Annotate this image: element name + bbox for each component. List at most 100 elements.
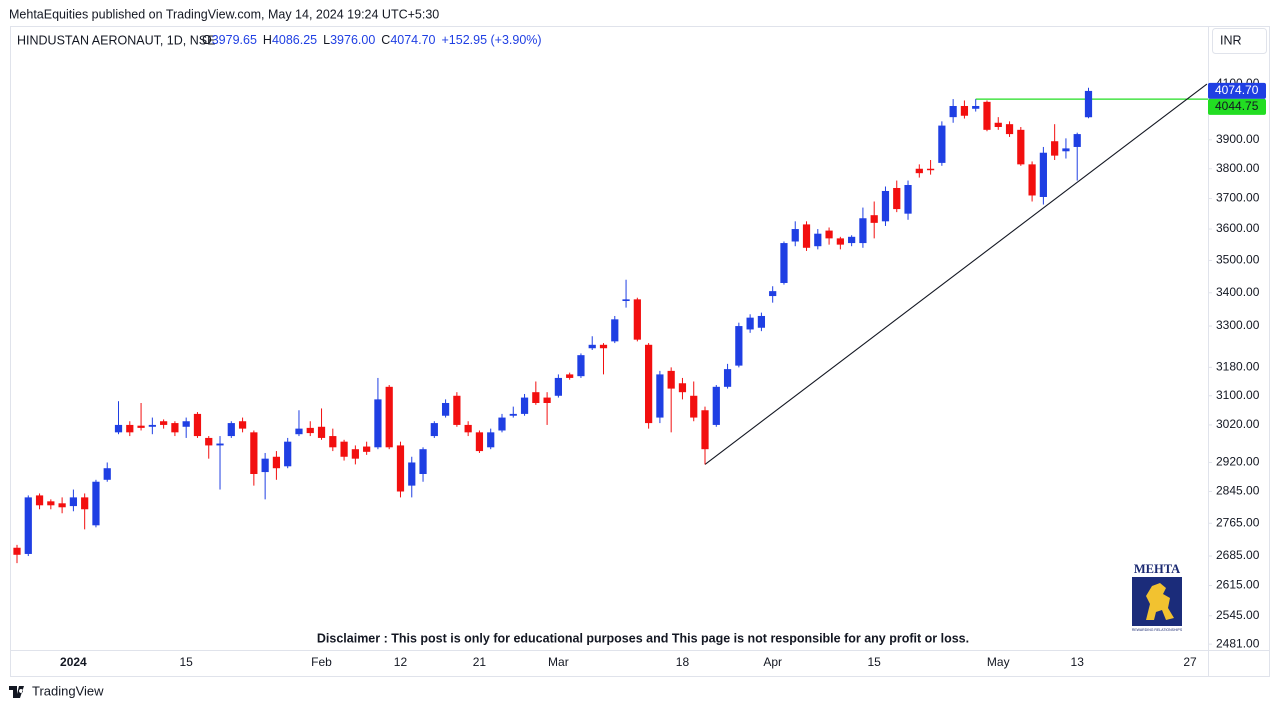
legend-key: O [202,33,212,47]
y-tick-label: 3300.00 [1216,318,1260,332]
candle-body [340,441,348,457]
last-price-tag [1208,82,1266,99]
currency-label: INR [1220,33,1242,47]
candle-body [972,105,980,109]
candle-body [881,190,890,222]
candle-body [35,495,44,506]
candle-body [848,236,856,244]
candle-body [374,399,382,448]
legend-value: 4086.25 [272,33,317,47]
y-tick-label: 2481.00 [1216,636,1260,650]
y-tick-label: 3500.00 [1216,253,1260,267]
candle-body [983,101,991,130]
y-tick-label: 3800.00 [1216,161,1260,175]
candle-body [385,386,393,448]
x-tick-label: Feb [311,655,332,669]
x-tick-label: 2024 [60,655,87,669]
last-price-label: 4074.70 [1215,83,1259,97]
chart-frame [10,26,1270,677]
y-tick-label: 2845.00 [1216,484,1260,498]
footer: TradingView [9,683,104,698]
legend-key: L [323,33,330,47]
candle-body [802,224,811,248]
tv-logo [9,686,24,698]
legend-change: +152.95 (+3.90%) [442,33,542,47]
candle-body [520,397,529,414]
candle-body [1062,148,1070,152]
candle-body [306,427,314,434]
candle-body [949,105,957,118]
legend-value: 3976.00 [330,33,375,47]
candle-body [577,355,585,377]
candle-body [193,413,202,437]
candle-body [13,547,21,555]
candle-body [645,344,653,424]
candle-body [103,468,111,480]
level-label: 4044.75 [1215,99,1259,113]
y-tick-label: 2920.00 [1216,455,1260,469]
candle-body [137,425,145,428]
candle-body [205,437,213,446]
candle-body [160,421,168,425]
candle-body [261,458,269,473]
candle-body [656,374,664,418]
candle-body [870,215,878,223]
candle-body [599,344,608,349]
candle-body [960,105,969,116]
x-tick-label: 13 [1071,655,1085,669]
x-tick-label: 27 [1183,655,1197,669]
candle-body [284,441,292,467]
candle-body [1005,124,1014,135]
trendline [704,83,1208,465]
candle-body [148,424,156,427]
candle-body [566,374,574,378]
x-tick-label: 15 [868,655,882,669]
level-tag [1208,98,1266,115]
candle-body [667,370,675,389]
candle-body [475,432,484,452]
currency-button[interactable] [1212,28,1267,54]
candle-body [633,299,641,340]
candle-body [295,428,303,435]
candle-body [58,503,66,508]
ohlc-legend: O3979.65 H4086.25 L3976.00 C4074.70 +152.95 … [202,33,542,47]
x-tick-label: 18 [676,655,690,669]
candle-body [994,122,1002,127]
logo-tagline: REWARDING RELATIONSHIPS [1132,628,1183,632]
candle-body [487,432,495,448]
candle-body [723,369,732,387]
candle-body [915,168,923,174]
candle-body [171,423,179,433]
candle-body [47,501,55,506]
symbol-title: HINDUSTAN AERONAUT, 1D, NSE [17,33,215,47]
candle-body [554,377,562,396]
x-tick-label: 12 [394,655,408,669]
y-tick-label: 2765.00 [1216,515,1260,529]
y-tick-label: 3400.00 [1216,285,1260,299]
candle-body [81,497,89,510]
candle-body [690,395,698,418]
candle-body [126,424,134,433]
logo-name: MEHTA [1134,562,1180,576]
candle-body [735,326,743,366]
candle-body [363,446,371,452]
y-tick-label: 3600.00 [1216,221,1260,235]
candle-body [24,497,32,554]
legend-key: H [263,33,272,47]
candle-body [69,497,78,507]
candle-body [317,426,326,438]
candle-body [250,432,258,474]
candle-body [532,392,540,403]
candle-body [926,168,935,171]
candle-body [92,481,100,526]
candle-body [938,125,946,163]
candle-body [746,317,754,330]
published-line: MehtaEquities published on TradingView.c… [9,7,439,21]
y-tick-label: 2685.00 [1216,548,1260,562]
candle-body [509,413,517,416]
candle-body [419,449,427,474]
candle-body [893,187,901,210]
candle-body [1039,152,1047,197]
candle-body [904,185,912,214]
